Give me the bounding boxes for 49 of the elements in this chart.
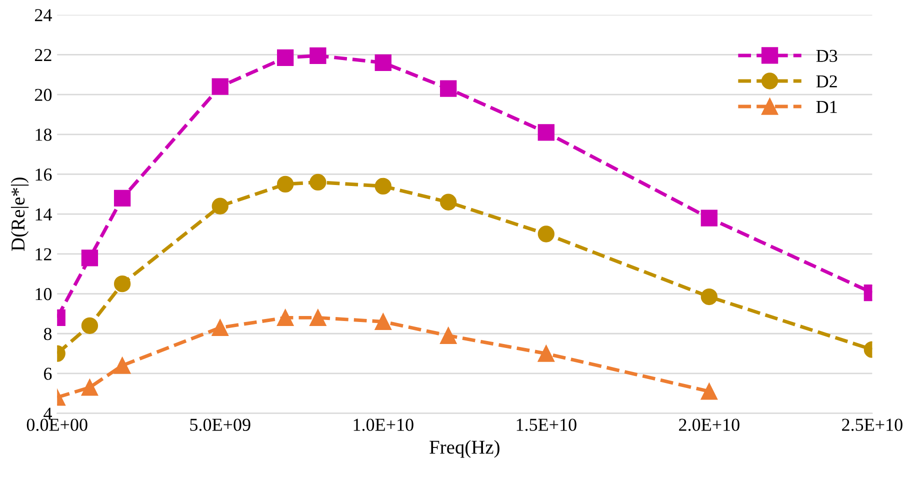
- point: [310, 309, 326, 326]
- x-tick-label: 5.0E+09: [190, 418, 250, 431]
- y-tick-label: 8: [44, 328, 52, 340]
- y-tick-label: 6: [44, 368, 52, 380]
- x-tick-label: 1.5E+10: [516, 418, 576, 431]
- point: [700, 383, 718, 400]
- x-tick-label: 1.0E+10: [354, 418, 414, 431]
- point: [212, 319, 228, 336]
- point: [310, 174, 326, 191]
- point: [440, 194, 457, 210]
- y-tick-label: 10: [36, 288, 52, 300]
- point: [374, 54, 392, 71]
- y-tick-label: 16: [36, 168, 52, 181]
- legend-label: D1: [816, 100, 837, 113]
- point: [276, 49, 294, 66]
- point: [440, 80, 457, 97]
- x-tick-label: 2.5E+10: [842, 418, 902, 431]
- legend-label: D3: [816, 50, 838, 62]
- point: [538, 345, 554, 362]
- point: [114, 190, 131, 206]
- y-tick-label: 14: [36, 208, 52, 220]
- point: [700, 288, 718, 306]
- point: [212, 78, 228, 95]
- point: [440, 327, 457, 344]
- point: [538, 226, 554, 242]
- point: [700, 210, 718, 226]
- point: [276, 176, 294, 193]
- y-tick-label: 12: [36, 248, 52, 260]
- point: [276, 309, 294, 326]
- legend-label: D2: [816, 75, 837, 88]
- point: [81, 250, 98, 266]
- y-tick-label: 24: [34, 9, 52, 22]
- point: [114, 275, 131, 292]
- x-tick-label: 2.0E+10: [679, 418, 740, 431]
- point: [374, 313, 392, 330]
- x-tick-label: 0.0E+00: [26, 418, 88, 431]
- x-axis-title: Freq(Hz): [430, 440, 500, 458]
- point: [310, 47, 326, 64]
- point: [538, 124, 554, 141]
- point: [81, 317, 98, 334]
- point: [374, 178, 392, 195]
- y-tick-label: 18: [36, 128, 52, 141]
- y-tick-label: 4: [44, 408, 52, 420]
- point: [81, 379, 98, 396]
- y-axis-title: D(Re|e*|): [10, 178, 29, 251]
- point: [114, 357, 131, 374]
- y-tick-label: 20: [34, 88, 52, 101]
- y-tick-label: 22: [34, 49, 52, 61]
- point: [212, 198, 228, 214]
